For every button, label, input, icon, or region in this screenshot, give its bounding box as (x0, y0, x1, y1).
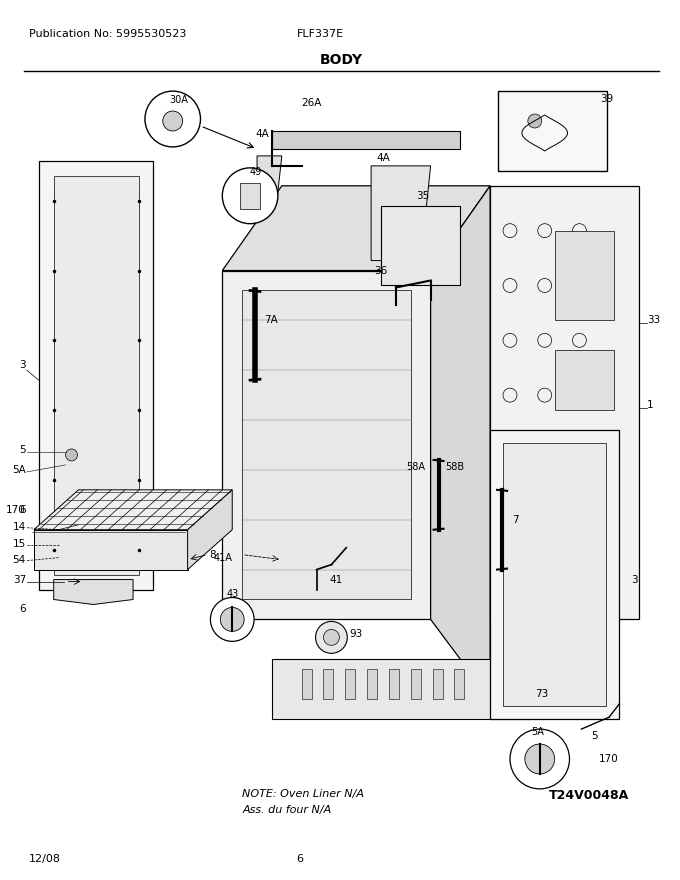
Text: 41A: 41A (214, 553, 233, 562)
Text: Publication No: 5995530523: Publication No: 5995530523 (29, 29, 186, 40)
Text: T24V0048A: T24V0048A (549, 788, 630, 802)
Text: 3: 3 (19, 360, 26, 370)
Polygon shape (272, 131, 460, 149)
Circle shape (222, 168, 278, 224)
Text: 1: 1 (647, 400, 653, 410)
Text: 15: 15 (13, 539, 26, 548)
Polygon shape (490, 186, 639, 620)
Text: 4A: 4A (255, 129, 269, 139)
FancyBboxPatch shape (324, 670, 333, 700)
Text: 3: 3 (631, 575, 638, 584)
FancyBboxPatch shape (454, 670, 464, 700)
FancyBboxPatch shape (411, 670, 421, 700)
Text: 6: 6 (296, 854, 304, 863)
Polygon shape (240, 183, 260, 209)
Circle shape (145, 92, 201, 147)
Text: BODY: BODY (320, 53, 363, 67)
Polygon shape (34, 530, 188, 569)
Text: 93: 93 (350, 629, 362, 640)
Text: 5: 5 (19, 445, 26, 455)
Text: Ass. du four N/A: Ass. du four N/A (242, 805, 331, 815)
Text: 35: 35 (416, 191, 429, 201)
Text: 8: 8 (209, 550, 216, 560)
Text: 5: 5 (592, 731, 598, 741)
Text: 36: 36 (374, 266, 387, 275)
Polygon shape (54, 580, 133, 605)
Circle shape (510, 730, 569, 788)
Text: 5A: 5A (12, 465, 26, 475)
Polygon shape (188, 490, 233, 569)
Circle shape (525, 744, 555, 774)
Text: 41: 41 (329, 575, 343, 584)
Circle shape (528, 114, 542, 128)
Polygon shape (371, 165, 430, 260)
Text: 170: 170 (599, 754, 619, 764)
Text: 43: 43 (226, 590, 239, 599)
Circle shape (324, 629, 339, 645)
Text: 170: 170 (6, 505, 26, 515)
Text: 26A: 26A (302, 98, 322, 108)
Polygon shape (222, 186, 490, 270)
Text: 7: 7 (512, 515, 519, 524)
Text: 49: 49 (250, 167, 262, 177)
Text: 33: 33 (647, 315, 660, 326)
Text: 39: 39 (600, 94, 613, 104)
FancyBboxPatch shape (345, 670, 355, 700)
Polygon shape (39, 161, 153, 590)
Polygon shape (34, 490, 233, 530)
Circle shape (316, 621, 347, 653)
Text: 73: 73 (534, 689, 548, 700)
Text: 7A: 7A (264, 315, 277, 326)
Polygon shape (222, 270, 430, 620)
Text: 4A: 4A (376, 153, 390, 163)
Circle shape (65, 449, 78, 461)
Text: 6: 6 (19, 505, 26, 515)
Polygon shape (257, 156, 282, 201)
FancyBboxPatch shape (381, 206, 460, 285)
Text: 58B: 58B (445, 462, 464, 472)
FancyBboxPatch shape (555, 231, 614, 320)
Polygon shape (242, 290, 411, 599)
FancyBboxPatch shape (555, 350, 614, 410)
Text: 6: 6 (19, 605, 26, 614)
FancyBboxPatch shape (498, 92, 607, 171)
FancyBboxPatch shape (432, 670, 443, 700)
Circle shape (210, 598, 254, 642)
Polygon shape (54, 176, 139, 575)
Text: 54: 54 (13, 554, 26, 565)
FancyBboxPatch shape (302, 670, 311, 700)
Text: 30A: 30A (169, 95, 188, 105)
Polygon shape (272, 659, 530, 719)
FancyBboxPatch shape (389, 670, 399, 700)
Polygon shape (430, 186, 490, 700)
FancyBboxPatch shape (367, 670, 377, 700)
Text: 12/08: 12/08 (29, 854, 61, 863)
Circle shape (163, 111, 183, 131)
Text: 58A: 58A (407, 462, 426, 472)
Text: 37: 37 (13, 575, 26, 584)
Text: NOTE: Oven Liner N/A: NOTE: Oven Liner N/A (242, 788, 364, 799)
Text: 5A: 5A (531, 727, 544, 737)
Text: 14: 14 (13, 522, 26, 532)
Polygon shape (490, 430, 619, 719)
Text: FLF337E: FLF337E (296, 29, 344, 40)
Circle shape (220, 607, 244, 631)
Polygon shape (503, 443, 606, 706)
